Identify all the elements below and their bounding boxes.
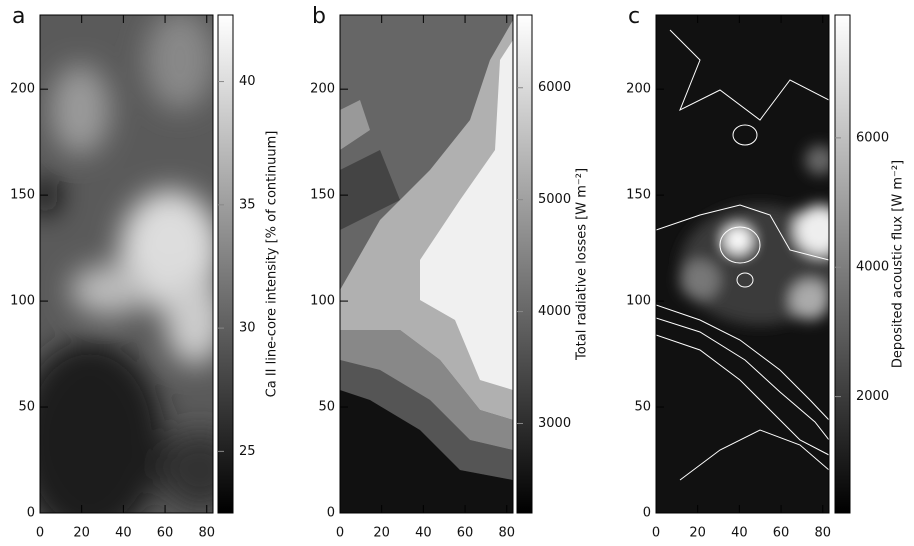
y-tick-label: 0 — [327, 506, 335, 521]
y-tick-label: 100 — [310, 294, 335, 309]
colorbar-label: Deposited acoustic flux [W m⁻²] — [891, 160, 906, 368]
colorbar-tick-label: 6000 — [538, 80, 571, 95]
image-b — [340, 15, 513, 513]
x-tick-label: 80 — [498, 526, 515, 541]
panel-label: c — [628, 4, 640, 29]
colorbar-tick-label: 5000 — [538, 192, 571, 207]
x-tick-label: 20 — [689, 526, 706, 541]
plot-frame — [339, 14, 514, 514]
y-tick-label: 0 — [27, 506, 35, 521]
y-tick-label: 150 — [10, 188, 35, 203]
y-tick-label: 100 — [10, 294, 35, 309]
y-tick-label: 50 — [634, 400, 651, 415]
plot-frame — [655, 14, 830, 514]
y-tick-label: 200 — [626, 82, 651, 97]
image-a — [40, 15, 213, 513]
x-tick-label: 0 — [336, 526, 344, 541]
x-tick-label: 40 — [731, 526, 748, 541]
x-tick-label: 60 — [457, 526, 474, 541]
colorbar-tick-label: 2000 — [856, 389, 889, 404]
colorbar-tick-label: 40 — [239, 74, 256, 89]
colorbar-tick-label: 25 — [239, 444, 256, 459]
colorbar-tick-label: 30 — [239, 321, 256, 336]
y-tick-label: 150 — [626, 188, 651, 203]
plot-frame — [39, 14, 214, 514]
y-tick-label: 50 — [18, 400, 35, 415]
image-c — [656, 15, 829, 513]
colorbar-tick-label: 3000 — [538, 416, 571, 431]
y-tick-label: 200 — [10, 82, 35, 97]
y-tick-label: 50 — [318, 400, 335, 415]
x-tick-label: 40 — [415, 526, 432, 541]
colorbar-label: Total radiative losses [W m⁻²] — [575, 168, 590, 361]
x-tick-label: 80 — [198, 526, 215, 541]
x-tick-label: 60 — [773, 526, 790, 541]
colorbar — [834, 14, 851, 514]
panel-label: a — [12, 4, 25, 29]
x-tick-label: 20 — [73, 526, 90, 541]
colorbar — [217, 14, 234, 514]
colorbar-tick-label: 4000 — [856, 260, 889, 275]
y-tick-label: 200 — [310, 82, 335, 97]
x-tick-label: 20 — [373, 526, 390, 541]
x-tick-label: 0 — [36, 526, 44, 541]
colorbar-tick-label: 35 — [239, 197, 256, 212]
x-tick-label: 40 — [115, 526, 132, 541]
y-tick-label: 150 — [310, 188, 335, 203]
x-tick-label: 80 — [814, 526, 831, 541]
y-tick-label: 0 — [643, 506, 651, 521]
panel-label: b — [312, 4, 326, 29]
x-tick-label: 0 — [652, 526, 660, 541]
x-tick-label: 60 — [157, 526, 174, 541]
y-tick-label: 100 — [626, 294, 651, 309]
colorbar-tick-label: 6000 — [856, 130, 889, 145]
colorbar-tick-label: 4000 — [538, 304, 571, 319]
colorbar-label: Ca II line-core intensity [% of continuu… — [265, 131, 280, 398]
colorbar — [516, 14, 533, 514]
